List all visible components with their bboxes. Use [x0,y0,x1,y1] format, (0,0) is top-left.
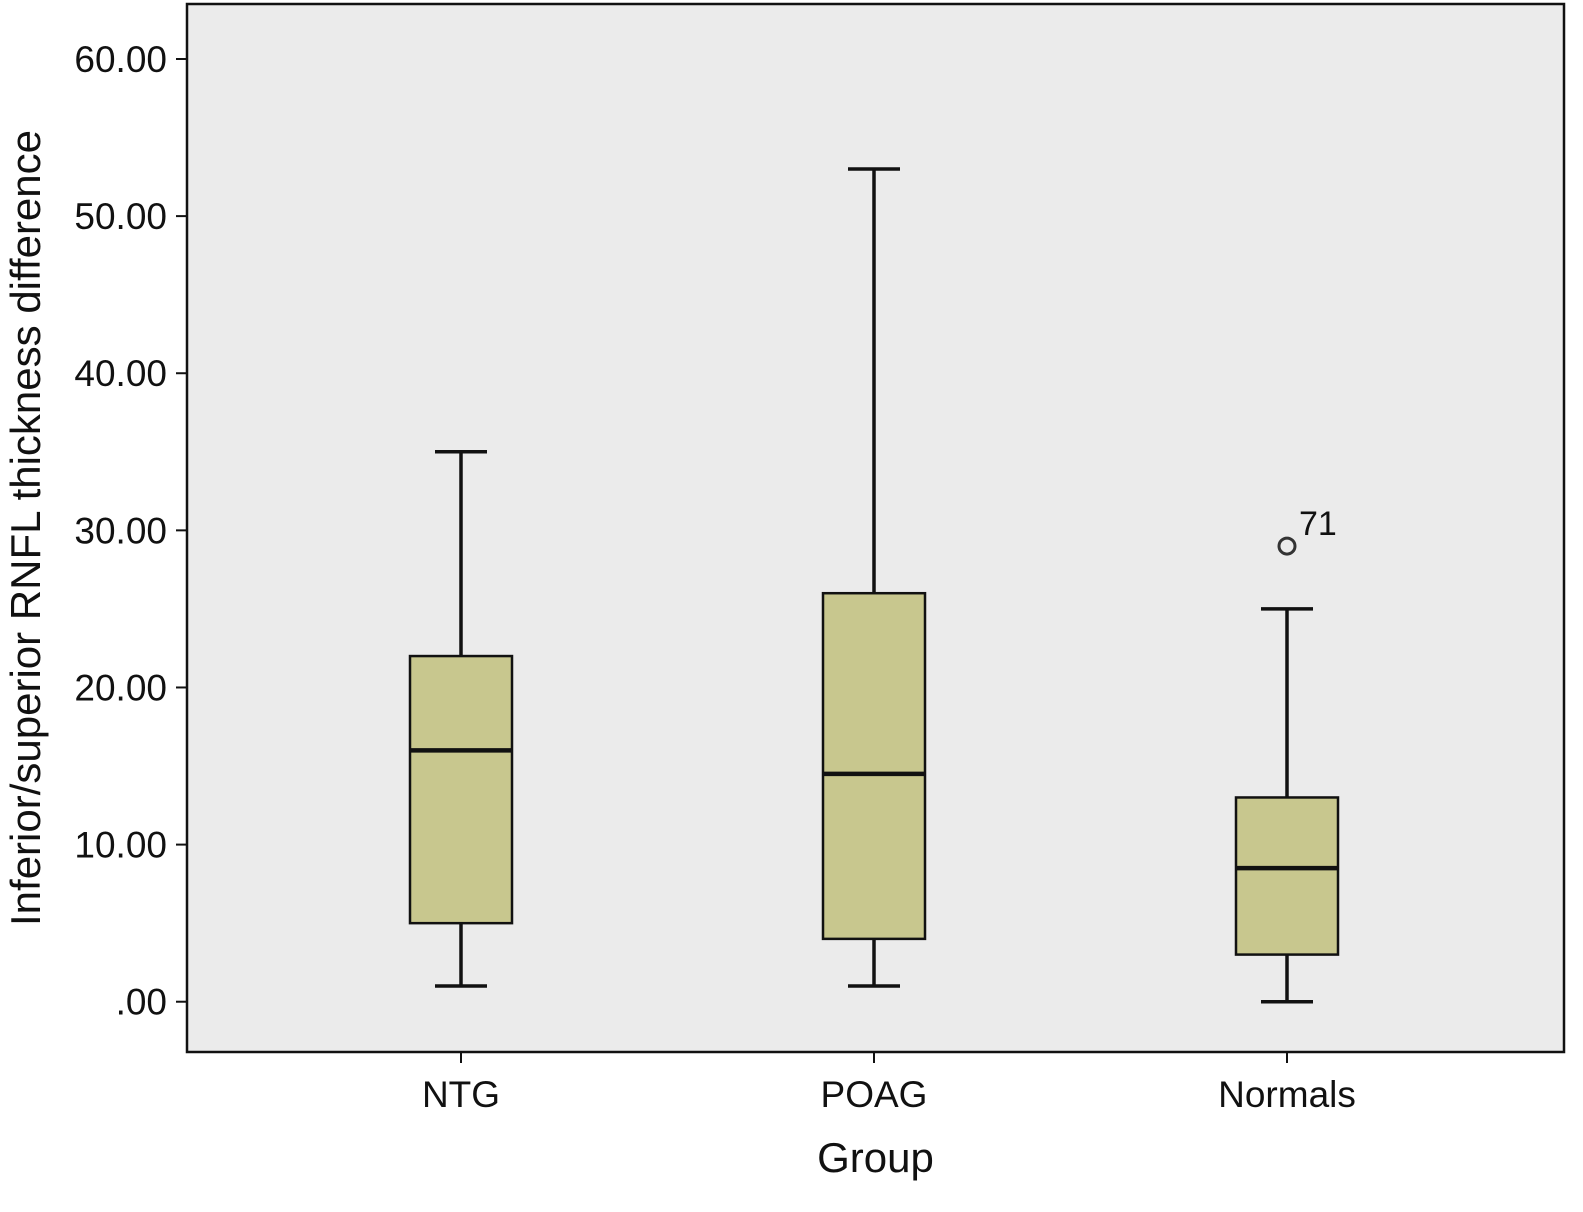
y-tick-label: .00 [116,982,167,1023]
y-tick-label: 60.00 [74,39,167,80]
iqr-box [1234,796,1340,956]
box-ntg [408,450,514,988]
x-tick-label: NTG [422,1074,500,1115]
y-tick-label: 10.00 [74,825,167,866]
outlier-point [1277,536,1297,556]
box-series: 71 [408,167,1340,1004]
x-axis: NTG POAG Normals [422,1052,1356,1115]
box-poag [821,167,927,988]
y-tick-label: 40.00 [74,353,167,394]
y-axis-title: Inferior/superior RNFL thickness differe… [2,130,49,926]
x-tick-label: POAG [821,1074,928,1115]
y-axis: .00 10.00 20.00 30.00 40.00 50.00 60.00 [74,39,187,1023]
box-normals: 71 [1234,505,1340,1004]
iqr-box [821,591,927,941]
y-tick-label: 30.00 [74,510,167,551]
outlier-label: 71 [1299,505,1337,543]
y-tick-label: 20.00 [74,667,167,708]
x-axis-title: Group [817,1134,934,1181]
y-tick-label: 50.00 [74,196,167,237]
x-tick-label: Normals [1218,1074,1356,1115]
iqr-box [408,654,514,925]
